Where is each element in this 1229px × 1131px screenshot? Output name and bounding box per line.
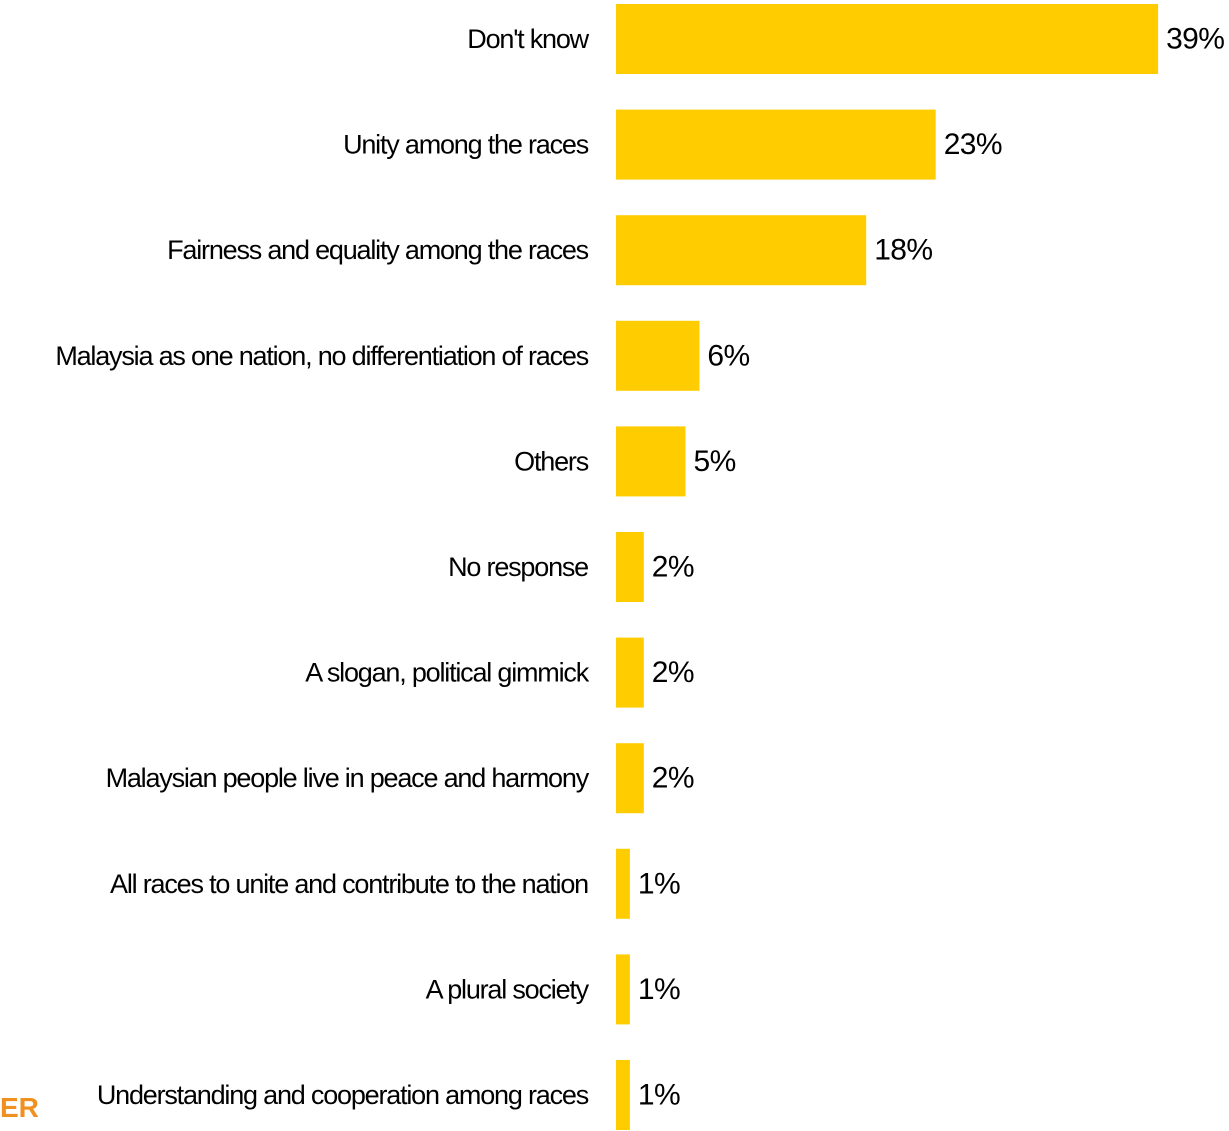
- category-label: Malaysia as one nation, no differentiati…: [55, 341, 588, 371]
- data-label: 2%: [652, 762, 694, 795]
- data-label: 5%: [694, 445, 736, 478]
- category-label: A plural society: [426, 974, 590, 1004]
- category-label: Malaysian people live in peace and harmo…: [106, 763, 590, 793]
- data-label: 2%: [652, 656, 694, 689]
- category-label: Fairness and equality among the races: [167, 235, 589, 265]
- bar: [616, 743, 644, 814]
- data-label: 18%: [874, 234, 932, 267]
- bar: [616, 637, 644, 708]
- bar: [616, 109, 936, 180]
- data-label: 1%: [638, 867, 680, 900]
- data-label: 1%: [638, 973, 680, 1006]
- data-label: 6%: [707, 339, 749, 372]
- category-label: Understanding and cooperation among race…: [97, 1080, 589, 1110]
- value-labels: 39% 23% 18% 6% 5% 2% 2% 2% 1% 1% 1%: [638, 23, 1225, 1112]
- bar: [616, 532, 644, 602]
- bar: [616, 954, 630, 1025]
- bars-layer: [616, 4, 1159, 1130]
- category-label: No response: [448, 552, 588, 582]
- bar: [616, 4, 1159, 74]
- data-label: 39%: [1166, 23, 1224, 56]
- bar: [616, 848, 630, 919]
- category-label: All races to unite and contribute to the…: [110, 869, 588, 899]
- category-label: Don't know: [467, 24, 589, 54]
- category-label: A slogan, political gimmick: [305, 658, 589, 688]
- category-label: Unity among the races: [343, 130, 589, 160]
- data-label: 2%: [652, 551, 694, 584]
- data-label: 23%: [944, 128, 1002, 161]
- brand-logo-fragment: ER: [0, 1092, 39, 1123]
- category-labels: Don't know Unity among the races Fairness …: [55, 24, 591, 1110]
- bar: [616, 426, 686, 497]
- category-label: Others: [514, 446, 589, 476]
- bar: [616, 215, 867, 286]
- bar: [616, 1060, 630, 1130]
- data-label: 1%: [638, 1079, 680, 1112]
- bar: [616, 320, 700, 391]
